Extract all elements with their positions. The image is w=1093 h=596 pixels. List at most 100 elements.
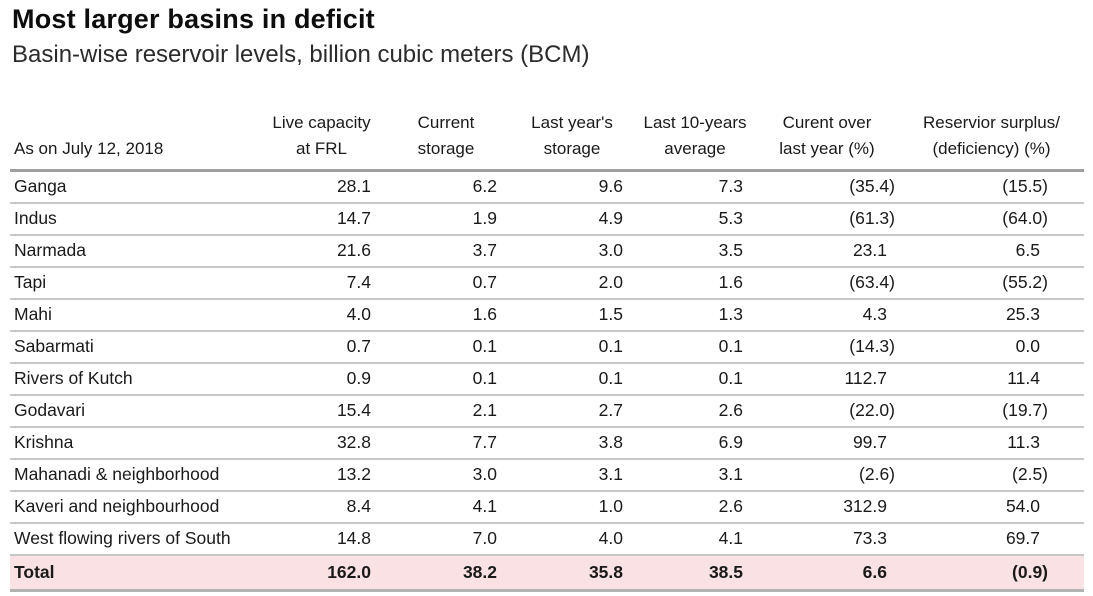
column-header: Last year's storage [509,110,635,172]
value-cell: 6.9 [635,426,755,460]
table-row: Indus 14.7 1.9 4.9 5.3 (61.3) (64.0) [10,202,1084,236]
value-cell: 2.6 [635,490,755,524]
value-cell: 7.0 [383,522,509,556]
table-row: Rivers of Kutch 0.9 0.1 0.1 0.1 112.7 11.4 [10,362,1084,396]
basin-name-cell: Godavari [10,394,260,428]
value-cell: (64.0) [899,202,1084,236]
value-cell: 25.3 [899,298,1084,332]
value-cell: 4.9 [509,202,635,236]
value-cell: 38.5 [635,554,755,592]
value-cell: 112.7 [755,362,899,396]
value-cell: 73.3 [755,522,899,556]
value-cell: 4.3 [755,298,899,332]
value-cell: 8.4 [260,490,383,524]
value-cell: 14.8 [260,522,383,556]
value-cell: 0.1 [509,330,635,364]
value-cell: (63.4) [755,266,899,300]
value-cell: 35.8 [509,554,635,592]
value-cell: (55.2) [899,266,1084,300]
basin-table-container: As on July 12, 2018 Live capacity at FRL Cu… [10,110,1084,592]
value-cell: 54.0 [899,490,1084,524]
value-cell: 4.0 [509,522,635,556]
basin-name-cell: Total [10,554,260,592]
as-on-date-label: As on July 12, 2018 [10,110,260,172]
value-cell: 0.1 [635,362,755,396]
table-row: Ganga 28.1 6.2 9.6 7.3 (35.4) (15.5) [10,170,1084,204]
value-cell: 6.6 [755,554,899,592]
value-cell: (0.9) [899,554,1084,592]
value-cell: 2.6 [635,394,755,428]
table-header: As on July 12, 2018 Live capacity at FRL Cu… [10,110,1084,172]
basin-name-cell: Rivers of Kutch [10,362,260,396]
column-header: Curent over last year (%) [755,110,899,172]
value-cell: 2.0 [509,266,635,300]
value-cell: 7.4 [260,266,383,300]
column-header: Reservior surplus/(deficiency) (%) [899,110,1084,172]
value-cell: (14.3) [755,330,899,364]
table-row: Godavari 15.4 2.1 2.7 2.6 (22.0) (19.7) [10,394,1084,428]
value-cell: 0.1 [509,362,635,396]
column-header: Live capacity at FRL [260,110,383,172]
basin-name-cell: Kaveri and neighbourhood [10,490,260,524]
column-header: Last 10-years average [635,110,755,172]
value-cell: 13.2 [260,458,383,492]
value-cell: (35.4) [755,170,899,204]
value-cell: 3.0 [509,234,635,268]
value-cell: 6.5 [899,234,1084,268]
value-cell: (19.7) [899,394,1084,428]
value-cell: (22.0) [755,394,899,428]
basin-name-cell: Indus [10,202,260,236]
value-cell: 15.4 [260,394,383,428]
basin-name-cell: Narmada [10,234,260,268]
table-row: West flowing rivers of South 14.8 7.0 4.0 4.… [10,522,1084,556]
value-cell: 0.9 [260,362,383,396]
table-row: Krishna 32.8 7.7 3.8 6.9 99.7 11.3 [10,426,1084,460]
value-cell: 312.9 [755,490,899,524]
page-subtitle: Basin-wise reservoir levels, billion cub… [12,41,590,68]
total-row: Total 162.0 38.2 35.8 38.5 6.6 (0.9) [10,554,1084,592]
basin-name-cell: Mahi [10,298,260,332]
value-cell: 11.3 [899,426,1084,460]
value-cell: 3.8 [509,426,635,460]
basin-name-cell: Tapi [10,266,260,300]
value-cell: 162.0 [260,554,383,592]
value-cell: 99.7 [755,426,899,460]
value-cell: (61.3) [755,202,899,236]
table-body: Ganga 28.1 6.2 9.6 7.3 (35.4) (15.5) Indus 14.7 1… [10,170,1084,592]
table-row: Tapi 7.4 0.7 2.0 1.6 (63.4) (55.2) [10,266,1084,300]
basin-name-cell: Sabarmati [10,330,260,364]
value-cell: 4.1 [383,490,509,524]
value-cell: 7.3 [635,170,755,204]
value-cell: 3.0 [383,458,509,492]
value-cell: 0.1 [635,330,755,364]
table-row: Mahi 4.0 1.6 1.5 1.3 4.3 25.3 [10,298,1084,332]
value-cell: 1.3 [635,298,755,332]
value-cell: 6.2 [383,170,509,204]
value-cell: 7.7 [383,426,509,460]
value-cell: 3.1 [509,458,635,492]
table-row: Narmada 21.6 3.7 3.0 3.5 23.1 6.5 [10,234,1084,268]
basin-name-cell: West flowing rivers of South [10,522,260,556]
value-cell: 5.3 [635,202,755,236]
value-cell: (2.6) [755,458,899,492]
value-cell: 69.7 [899,522,1084,556]
value-cell: 1.5 [509,298,635,332]
value-cell: 4.0 [260,298,383,332]
value-cell: 2.7 [509,394,635,428]
value-cell: 38.2 [383,554,509,592]
value-cell: 1.0 [509,490,635,524]
table-row: Sabarmati 0.7 0.1 0.1 0.1 (14.3) 0.0 [10,330,1084,364]
value-cell: 4.1 [635,522,755,556]
basin-name-cell: Mahanadi & neighborhood [10,458,260,492]
value-cell: 0.7 [260,330,383,364]
value-cell: 21.6 [260,234,383,268]
value-cell: 0.0 [899,330,1084,364]
value-cell: 14.7 [260,202,383,236]
value-cell: 23.1 [755,234,899,268]
basin-reservoir-table: As on July 12, 2018 Live capacity at FRL Cu… [10,110,1084,592]
table-row: Kaveri and neighbourhood 8.4 4.1 1.0 2.6 312.… [10,490,1084,524]
page-title: Most larger basins in deficit [12,4,375,34]
table-row: Mahanadi & neighborhood 13.2 3.0 3.1 3.1 (2.6… [10,458,1084,492]
value-cell: 2.1 [383,394,509,428]
